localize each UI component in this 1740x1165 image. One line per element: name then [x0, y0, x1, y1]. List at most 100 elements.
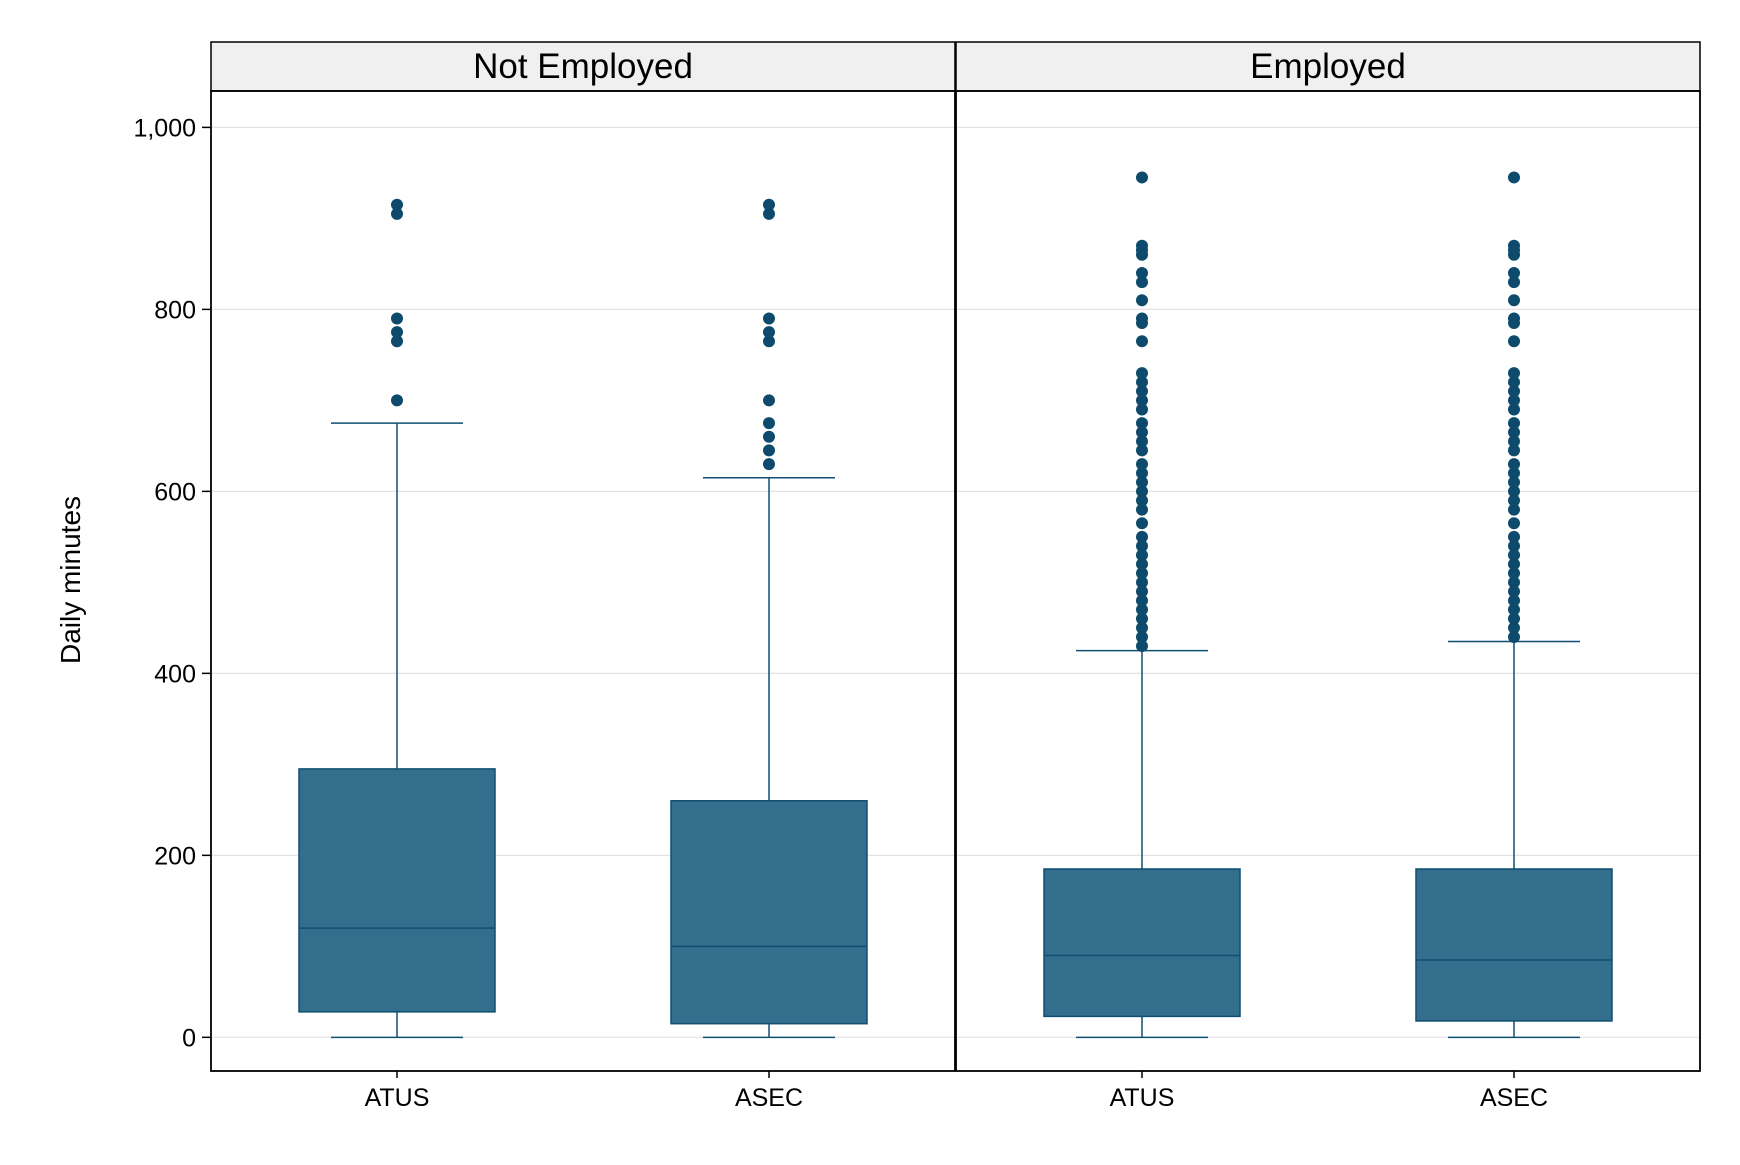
outlier-point — [1136, 558, 1148, 571]
outlier-point — [763, 417, 775, 430]
iqr-box — [1043, 868, 1241, 1018]
outlier-point — [763, 335, 775, 348]
outlier-point — [1136, 435, 1148, 448]
outlier-point — [763, 430, 775, 443]
outlier-point — [1508, 558, 1520, 571]
outlier-point — [1136, 266, 1148, 279]
box-asec: ASEC — [1415, 171, 1613, 1112]
outlier-point — [1136, 417, 1148, 430]
outlier-point — [1508, 612, 1520, 625]
y-tick-label: 0 — [182, 1024, 196, 1052]
outlier-point — [1136, 503, 1148, 516]
outlier-point — [1508, 621, 1520, 634]
outlier-point — [1508, 517, 1520, 530]
box-asec: ASEC — [670, 198, 868, 1112]
outlier-point — [1136, 444, 1148, 457]
outlier-point — [1136, 585, 1148, 598]
outlier-point — [1508, 394, 1520, 407]
iqr-box — [1415, 868, 1613, 1022]
outlier-point — [1508, 503, 1520, 516]
outlier-point — [1508, 435, 1520, 448]
outlier-point — [1508, 403, 1520, 416]
outlier-point — [1136, 276, 1148, 289]
outlier-point — [391, 207, 403, 220]
outlier-point — [1508, 294, 1520, 307]
outlier-point — [391, 335, 403, 348]
outlier-point — [1508, 171, 1520, 184]
outlier-point — [1136, 426, 1148, 439]
panel-1: Employed ATUS ASEC — [955, 41, 1701, 1112]
outlier-point — [1136, 640, 1148, 653]
outlier-point — [1508, 485, 1520, 498]
outlier-point — [1508, 335, 1520, 348]
iqr-box — [298, 768, 496, 1013]
outlier-point — [1508, 239, 1520, 252]
outlier-point — [391, 198, 403, 211]
outlier-point — [1136, 539, 1148, 552]
outlier-point — [1508, 444, 1520, 457]
outlier-point — [1508, 376, 1520, 389]
outlier-point — [1508, 594, 1520, 607]
outlier-point — [1136, 612, 1148, 625]
outlier-point — [763, 312, 775, 325]
y-axis-label: Daily minutes — [55, 496, 86, 664]
outlier-point — [763, 198, 775, 211]
panel-strip — [210, 41, 956, 92]
outlier-point — [1136, 530, 1148, 543]
outlier-point — [1136, 312, 1148, 325]
outlier-point — [1136, 567, 1148, 580]
panel-title: Employed — [1250, 47, 1406, 86]
outlier-point — [1508, 530, 1520, 543]
x-tick-label: ASEC — [1480, 1084, 1548, 1112]
y-tick-label: 600 — [154, 478, 196, 506]
outlier-point — [1508, 576, 1520, 589]
outlier-point — [1508, 467, 1520, 480]
outlier-point — [1508, 276, 1520, 289]
outlier-point — [1136, 376, 1148, 389]
y-tick-label: 200 — [154, 842, 196, 870]
x-tick-label: ATUS — [1110, 1084, 1175, 1112]
panel-strip — [955, 41, 1701, 92]
outlier-point — [1136, 335, 1148, 348]
outlier-point — [763, 394, 775, 407]
outlier-point — [1136, 367, 1148, 380]
outlier-point — [1508, 312, 1520, 325]
outlier-point — [1508, 567, 1520, 580]
outlier-point — [1136, 549, 1148, 562]
box-atus: ATUS — [298, 198, 496, 1112]
outlier-point — [1508, 266, 1520, 279]
outlier-point — [1508, 603, 1520, 616]
outlier-point — [1136, 403, 1148, 416]
outlier-point — [1136, 630, 1148, 643]
outlier-point — [391, 394, 403, 407]
outlier-point — [1508, 476, 1520, 489]
iqr-box — [670, 799, 868, 1025]
outlier-point — [1136, 603, 1148, 616]
outlier-point — [763, 444, 775, 457]
outlier-point — [391, 312, 403, 325]
y-tick-label: 1,000 — [133, 114, 196, 142]
outlier-point — [1136, 239, 1148, 252]
outlier-point — [1136, 394, 1148, 407]
outlier-point — [1136, 621, 1148, 634]
panel-frame — [210, 90, 956, 1072]
outlier-point — [1508, 367, 1520, 380]
outlier-point — [1508, 417, 1520, 430]
outlier-point — [1136, 458, 1148, 471]
outlier-point — [1508, 539, 1520, 552]
outlier-point — [391, 326, 403, 339]
outlier-point — [1136, 485, 1148, 498]
outlier-point — [763, 326, 775, 339]
panel-0: Not Employed ATUS ASEC — [210, 41, 956, 1112]
x-tick-label: ATUS — [365, 1084, 430, 1112]
outlier-point — [1136, 467, 1148, 480]
panel-title: Not Employed — [473, 47, 693, 86]
outlier-point — [1508, 385, 1520, 398]
outlier-point — [1508, 494, 1520, 507]
x-tick-label: ASEC — [735, 1084, 803, 1112]
outlier-point — [1136, 517, 1148, 530]
y-tick-label: 400 — [154, 660, 196, 688]
outlier-point — [1508, 426, 1520, 439]
y-tick-label: 800 — [154, 296, 196, 324]
